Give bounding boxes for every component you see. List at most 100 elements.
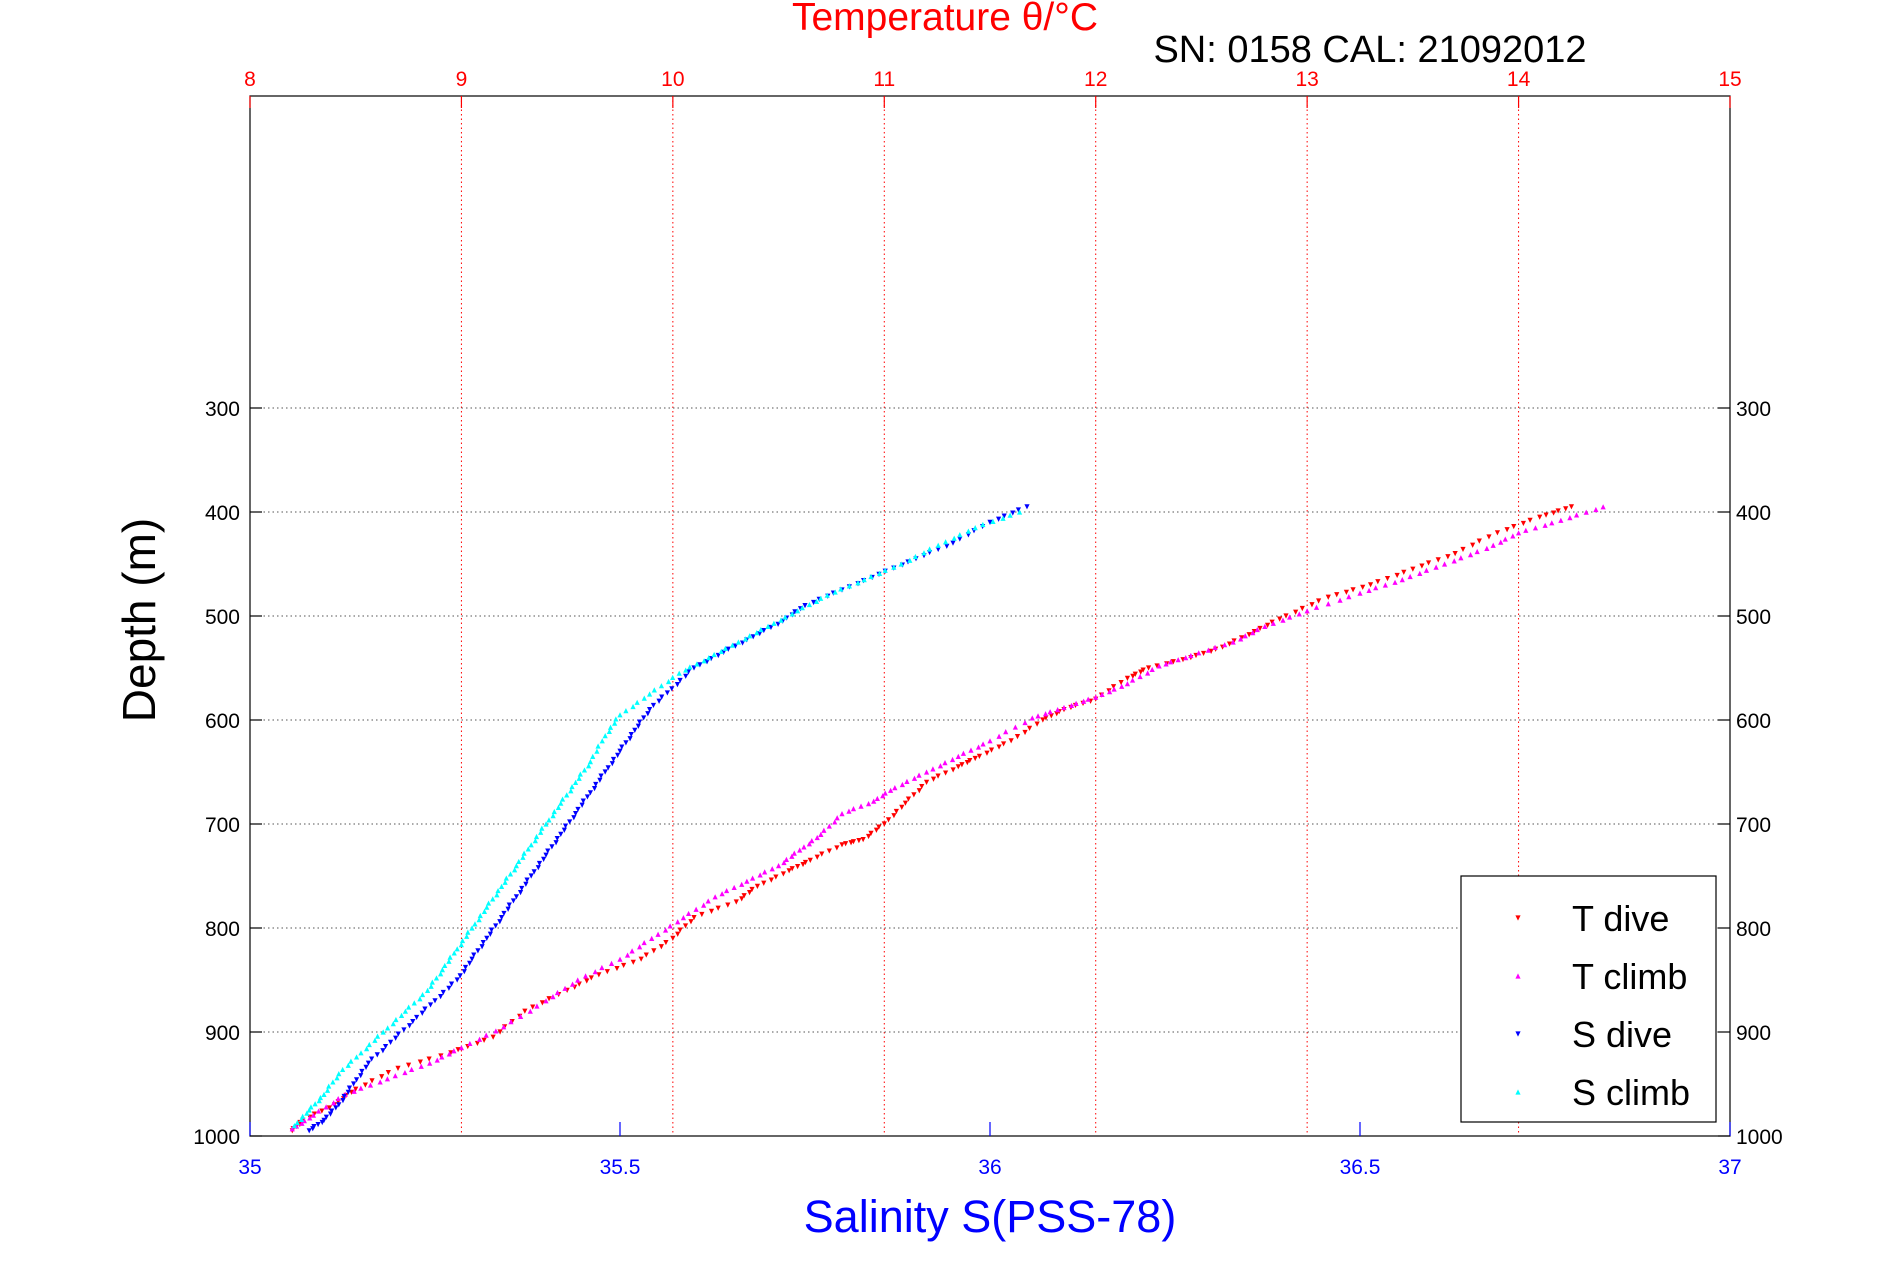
data-point bbox=[461, 969, 467, 975]
data-point bbox=[775, 621, 781, 627]
depth-tick-label-right: 1000 bbox=[1736, 1126, 1783, 1149]
data-point bbox=[609, 761, 615, 767]
data-point bbox=[832, 589, 838, 595]
data-point bbox=[1222, 642, 1228, 648]
data-point bbox=[602, 769, 608, 775]
data-point bbox=[630, 959, 636, 965]
data-point bbox=[1073, 700, 1079, 706]
data-point bbox=[595, 743, 601, 749]
data-point bbox=[951, 535, 957, 541]
data-point bbox=[1022, 729, 1028, 736]
data-point bbox=[582, 973, 589, 979]
data-point bbox=[319, 1119, 325, 1126]
data-point bbox=[359, 1068, 365, 1075]
data-point bbox=[761, 880, 767, 886]
data-point bbox=[584, 794, 591, 800]
data-point bbox=[520, 854, 526, 860]
data-point bbox=[523, 881, 529, 887]
data-point bbox=[402, 1008, 408, 1014]
data-point bbox=[1337, 597, 1343, 603]
depth-tick-label-left: 700 bbox=[205, 814, 240, 837]
data-point bbox=[393, 1035, 399, 1041]
legend-marker bbox=[1515, 1031, 1521, 1037]
data-point bbox=[336, 1071, 342, 1077]
data-point bbox=[362, 1082, 368, 1088]
data-point bbox=[593, 781, 599, 788]
data-point bbox=[1110, 684, 1117, 690]
data-point bbox=[725, 902, 731, 908]
data-point bbox=[597, 777, 603, 783]
data-point bbox=[1309, 602, 1315, 608]
data-point bbox=[558, 800, 564, 806]
data-point bbox=[1212, 644, 1218, 651]
data-point bbox=[1137, 673, 1143, 680]
data-point bbox=[1061, 704, 1067, 711]
data-point bbox=[781, 859, 787, 866]
data-point bbox=[410, 1019, 416, 1025]
data-point bbox=[1035, 713, 1041, 719]
data-point bbox=[1568, 504, 1575, 510]
data-point bbox=[1238, 636, 1244, 642]
data-point bbox=[434, 1057, 440, 1063]
data-point bbox=[1384, 575, 1391, 582]
data-point bbox=[419, 991, 426, 998]
data-point bbox=[1567, 515, 1573, 521]
data-point bbox=[964, 760, 970, 766]
data-point bbox=[1357, 590, 1363, 596]
data-point bbox=[522, 1008, 528, 1014]
axis-ticks bbox=[249, 96, 1731, 1137]
data-point bbox=[1452, 551, 1458, 557]
data-point bbox=[364, 1046, 370, 1052]
data-point bbox=[708, 908, 715, 914]
data-point bbox=[294, 1119, 300, 1126]
legend-entries: T dive T climb S dive S climb bbox=[1515, 898, 1690, 1113]
data-point bbox=[428, 983, 434, 989]
data-point bbox=[664, 690, 670, 696]
temperature-tick-label: 14 bbox=[1507, 68, 1531, 91]
legend-label: S climb bbox=[1572, 1072, 1690, 1113]
depth-tick-label-left: 800 bbox=[205, 918, 240, 941]
data-point bbox=[451, 1048, 457, 1054]
data-point bbox=[865, 833, 872, 840]
data-point bbox=[366, 1041, 372, 1048]
axis-labels: 8 9 10 11 12 13 14 15 35 35.5 36 36.5 37 300 300 400 400… bbox=[193, 68, 1782, 1179]
data-point bbox=[795, 864, 801, 870]
data-point bbox=[921, 550, 927, 556]
data-point bbox=[1231, 638, 1237, 644]
data-point bbox=[1375, 579, 1381, 585]
data-point bbox=[1138, 669, 1144, 675]
data-point bbox=[414, 1014, 420, 1021]
data-point bbox=[417, 996, 423, 1002]
data-point bbox=[395, 1065, 401, 1071]
data-point bbox=[1226, 641, 1233, 647]
data-point bbox=[667, 923, 673, 929]
data-point bbox=[959, 762, 965, 768]
data-point bbox=[335, 1095, 341, 1102]
data-point bbox=[367, 1082, 374, 1088]
series-s-dive bbox=[306, 504, 1030, 1134]
data-point bbox=[374, 1052, 380, 1058]
data-point bbox=[1515, 530, 1522, 536]
data-point bbox=[882, 567, 888, 573]
data-point bbox=[534, 1003, 540, 1009]
data-point bbox=[715, 652, 721, 659]
data-point bbox=[839, 811, 845, 817]
data-point bbox=[976, 753, 983, 759]
data-point bbox=[943, 539, 949, 545]
data-point bbox=[341, 1093, 347, 1100]
data-point bbox=[665, 678, 672, 685]
data-point bbox=[1583, 509, 1589, 515]
data-point bbox=[1145, 670, 1151, 676]
data-point bbox=[353, 1086, 359, 1092]
data-point bbox=[806, 841, 812, 847]
data-point bbox=[874, 795, 880, 802]
data-point bbox=[701, 902, 707, 908]
data-point bbox=[680, 915, 687, 921]
data-point bbox=[885, 817, 892, 823]
data-point bbox=[598, 773, 604, 779]
data-point bbox=[1156, 663, 1162, 669]
data-point bbox=[1511, 523, 1517, 530]
data-point bbox=[762, 869, 768, 875]
data-point bbox=[353, 1054, 360, 1060]
data-point bbox=[363, 1064, 369, 1070]
